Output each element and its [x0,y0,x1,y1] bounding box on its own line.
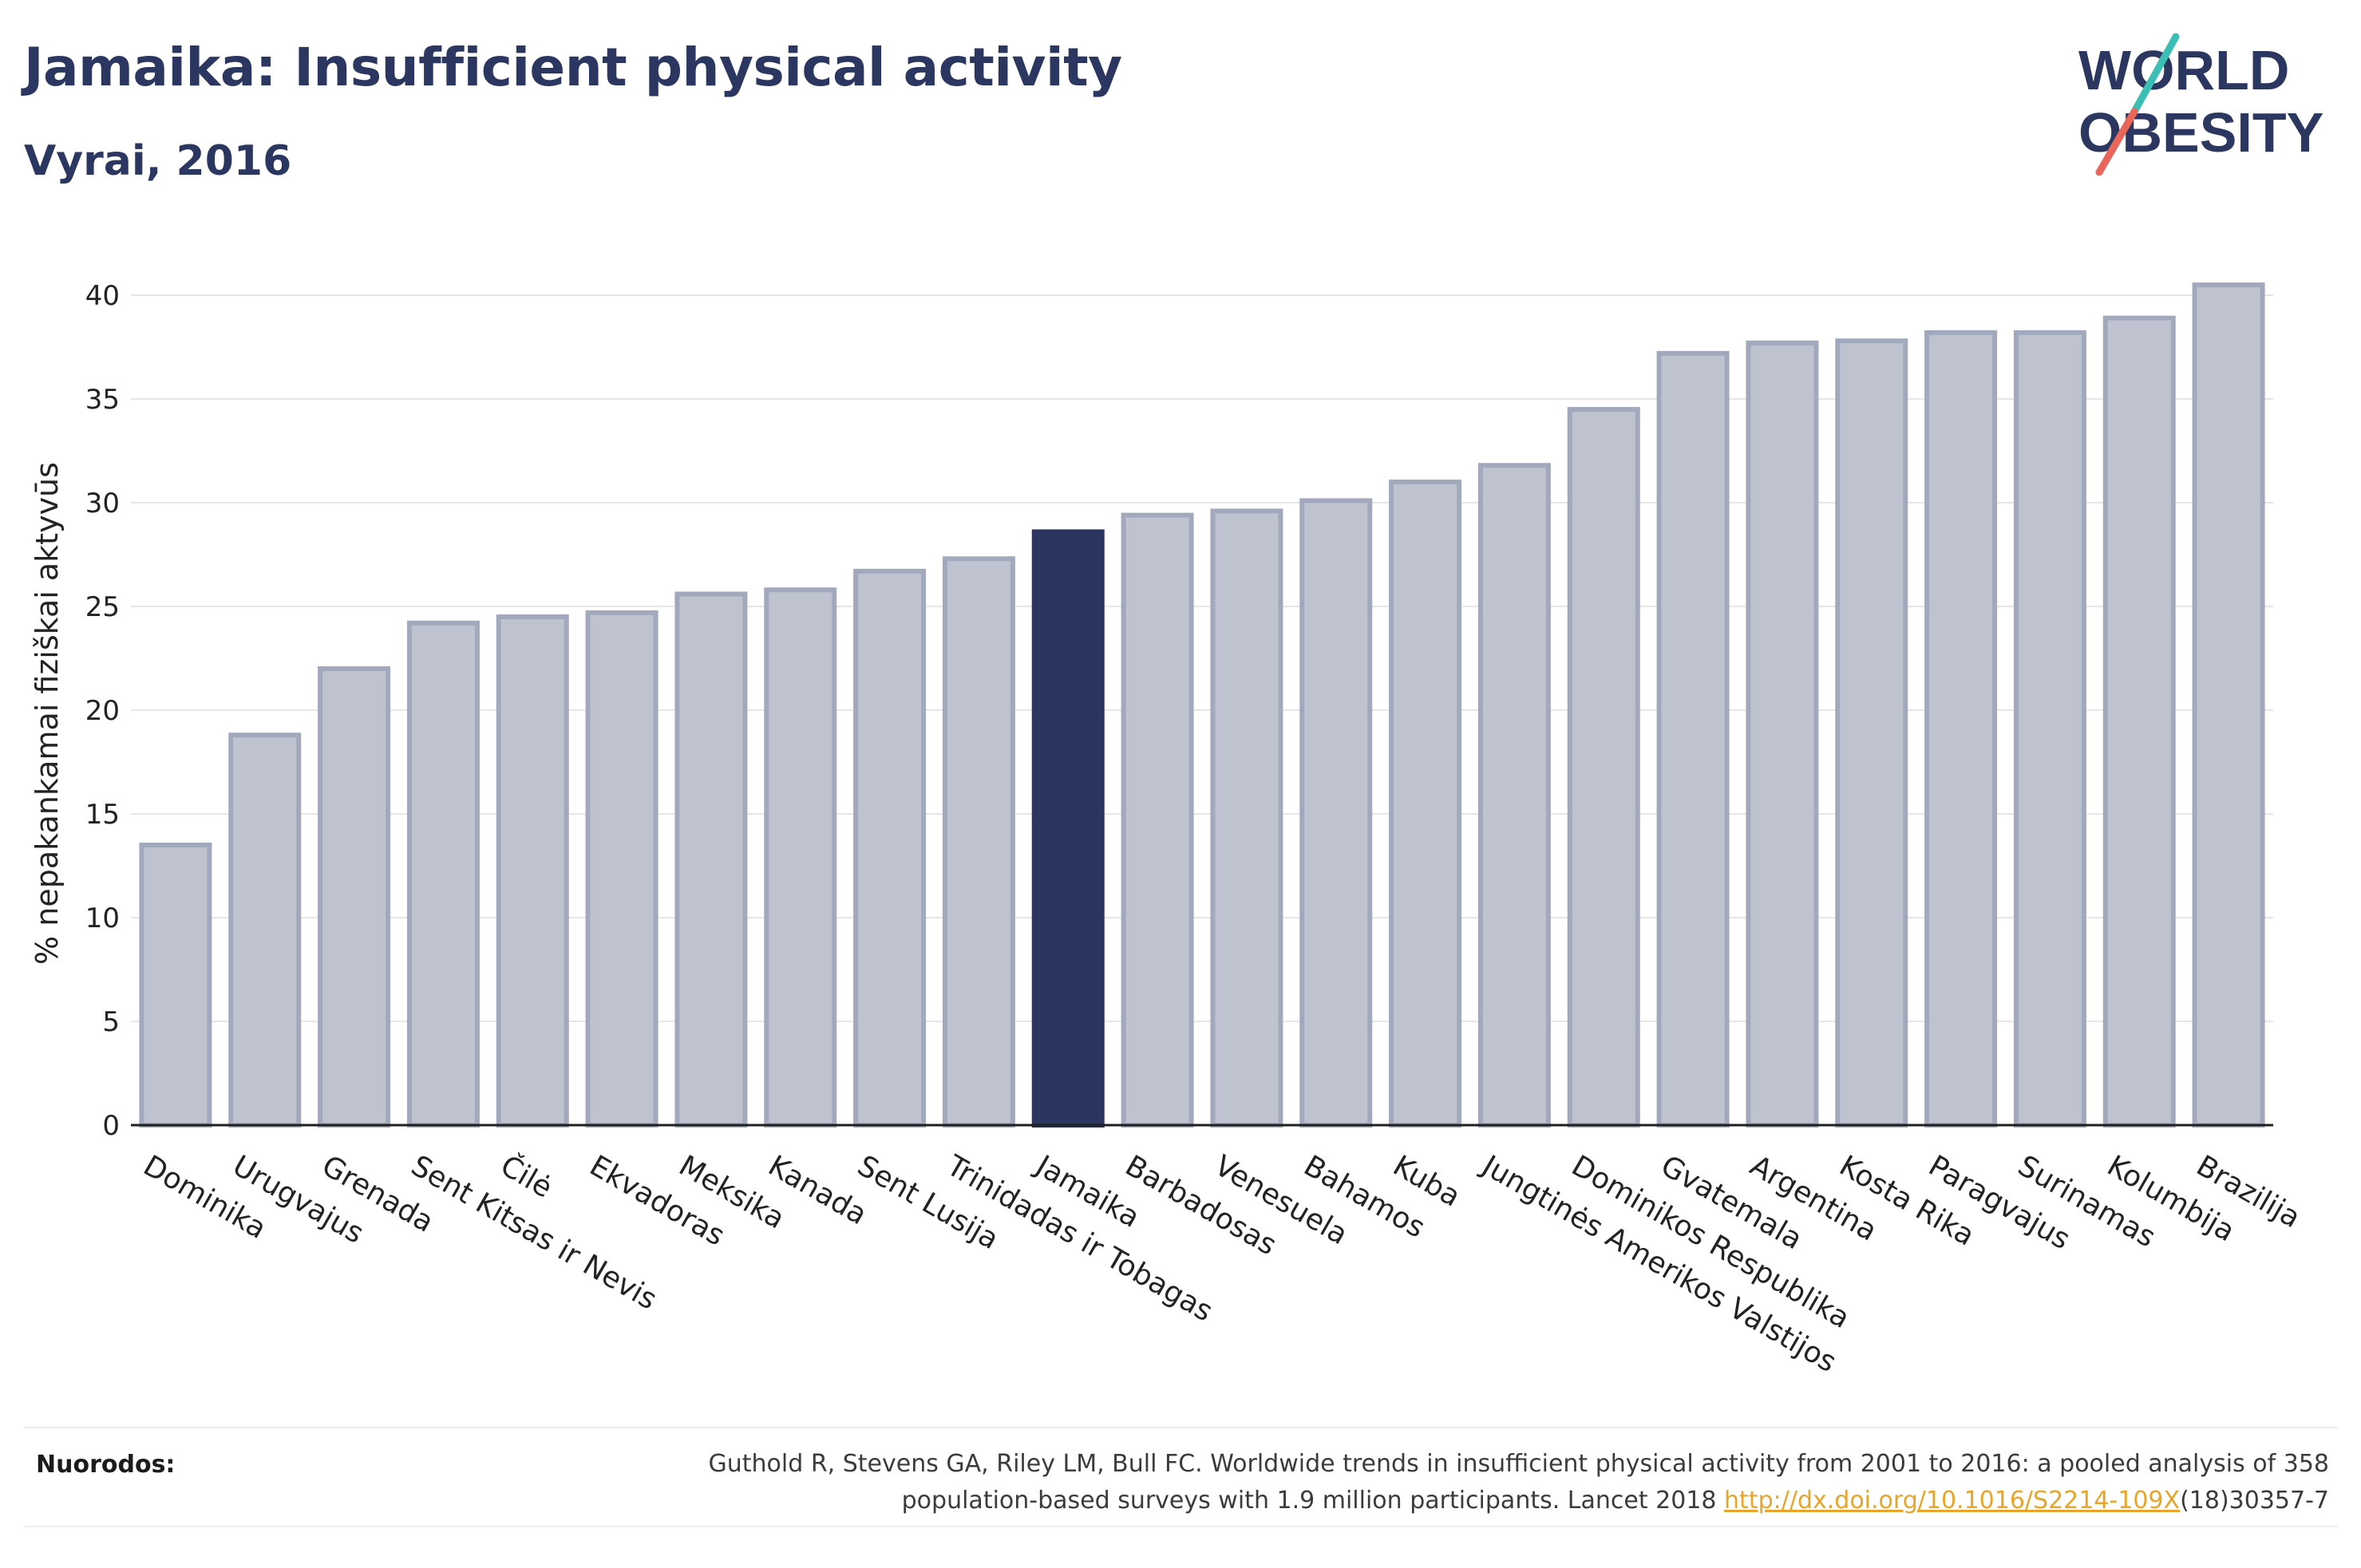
page-title: Jamaika: Insufficient physical activity [24,37,1122,98]
bar [1567,407,1640,1128]
bar [1924,330,1998,1128]
bar [139,843,212,1128]
bar [585,610,658,1128]
sources-label: Nuorodos: [36,1451,176,1479]
bar [1299,498,1373,1128]
bar [2013,330,2086,1128]
y-tick-label: 35 [85,384,120,416]
sources-link[interactable]: http://dx.doi.org/10.1016/S2214-109X [1724,1487,2181,1515]
y-tick-label: 15 [85,799,120,831]
bar [853,568,927,1128]
y-tick-label: 10 [85,902,120,934]
bar [674,591,748,1128]
y-tick-label: 30 [85,488,120,519]
bar [1746,340,1819,1128]
bar [1656,350,1730,1128]
logo-slash-bottom [2095,108,2138,176]
world-obesity-logo: WORLD OBESITY [2078,33,2323,176]
bar-highlight [1031,529,1105,1128]
bar [1477,463,1551,1128]
page-subtitle: Vyrai, 2016 [24,137,292,185]
bar [2102,315,2176,1128]
bar [1389,480,1462,1128]
logo-line1: WORLD [2078,39,2289,101]
bar [406,620,480,1128]
sources-text-line1: Guthold R, Stevens GA, Riley LM, Bull FC… [708,1450,2329,1478]
y-tick-label: 0 [102,1110,120,1142]
bar [228,733,302,1128]
bar [318,666,391,1128]
y-tick-label: 20 [85,695,120,727]
sources-text-line2: population-based surveys with 1.9 millio… [901,1487,1725,1515]
y-tick-label: 25 [85,591,120,623]
y-tick-label: 40 [85,280,120,312]
bar [942,556,1015,1128]
bar-chart: 0510152025303540DominikaUrugvajusGrenada… [30,280,2306,1379]
sources-text-line3: (18)30357-7 [2180,1487,2329,1515]
footer-rule-top [24,1427,2339,1428]
bar [1835,338,1908,1128]
bar [1210,508,1283,1128]
bar [764,587,837,1128]
bars [139,282,2265,1128]
logo-slash-top [2130,33,2180,116]
grid-lines [131,294,2273,1022]
footer-rule-bottom [24,1526,2339,1527]
bar [496,614,569,1128]
y-tick-label: 5 [102,1006,120,1038]
y-axis-title: % nepakankamai fiziškai aktyvūs [30,462,65,965]
bar [2192,282,2265,1128]
sources-text: Guthold R, Stevens GA, Riley LM, Bull FC… [413,1446,2329,1519]
bar [1121,512,1194,1128]
